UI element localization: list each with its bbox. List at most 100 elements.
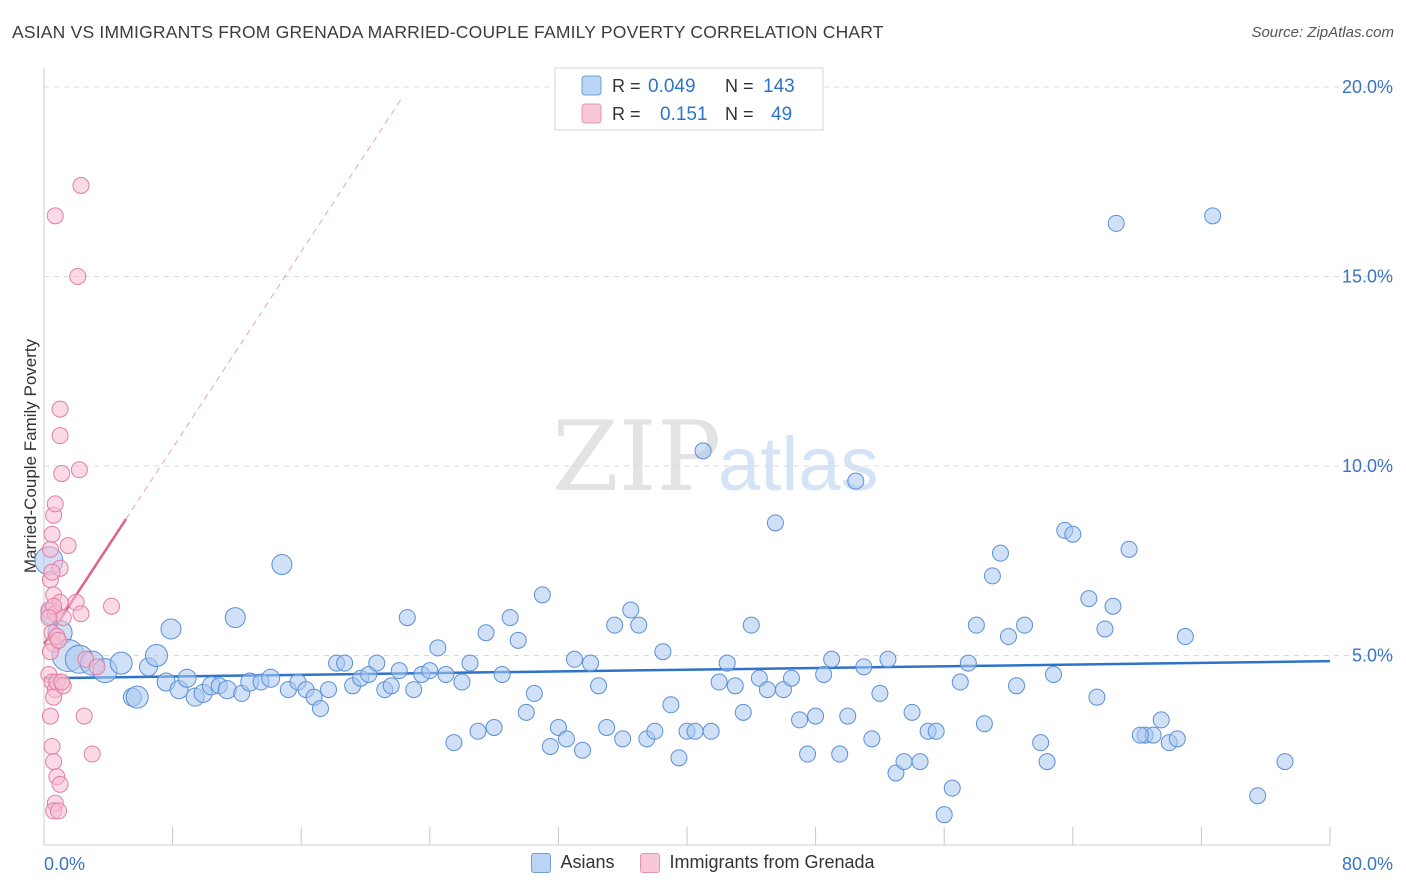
asian-point [1107, 214, 1125, 232]
chart-title: ASIAN VS IMMIGRANTS FROM GRENADA MARRIED… [12, 22, 884, 42]
asian-point [662, 696, 680, 714]
asian-point [1032, 734, 1050, 752]
asian-point [670, 749, 688, 767]
asian-point [320, 681, 338, 699]
asian-point [927, 722, 945, 740]
grenada-point [53, 673, 71, 691]
grenada-point [69, 267, 87, 285]
legend-item-grenada[interactable]: Immigrants from Grenada [640, 852, 875, 873]
asian-point [1204, 207, 1222, 225]
x-tick-label-max: 80.0% [1342, 854, 1393, 874]
legend-swatch-asians-bottom [531, 852, 552, 873]
y-axis-label: Married-Couple Family Poverty [21, 338, 40, 573]
x-tick-label-min: 0.0% [44, 854, 85, 874]
asian-point [758, 681, 776, 699]
asian-point [975, 715, 993, 733]
legend-r-label-grenada: R = [612, 104, 641, 124]
legend-n-value-asians: 143 [763, 76, 795, 97]
grenada-point [53, 465, 71, 483]
legend-label-asians: Asians [560, 852, 615, 872]
asian-point [582, 654, 600, 672]
watermark-zip: ZIP [552, 401, 721, 513]
legend-r-label-asians: R = [612, 76, 641, 96]
asian-point [742, 616, 760, 634]
asian-point [445, 734, 463, 752]
asian-point [863, 730, 881, 748]
x-tick-marks [172, 827, 1331, 845]
grenada-point [72, 176, 90, 194]
asian-point [847, 472, 865, 490]
correlation-legend: R = 0.049 N = 143 R = 0.151 N = 49 [554, 67, 824, 131]
legend-n-value-grenada: 49 [771, 104, 792, 125]
asian-point [485, 719, 503, 737]
grenada-point [70, 461, 88, 479]
grenada-point [43, 563, 61, 581]
asian-point [967, 616, 985, 634]
asian-point [368, 654, 386, 672]
asian-point [533, 586, 551, 604]
asian-point [160, 618, 182, 640]
asian-point [1038, 753, 1056, 771]
asian-point [815, 665, 833, 683]
asian-trend-line [43, 659, 1331, 680]
asian-point [1104, 597, 1122, 615]
asian-point [991, 544, 1009, 562]
asian-point [855, 658, 873, 676]
asian-point [686, 722, 704, 740]
asian-point [654, 643, 672, 661]
legend-r-value-asians: 0.049 [648, 76, 696, 97]
asian-point [839, 707, 857, 725]
legend-label-grenada: Immigrants from Grenada [669, 852, 875, 872]
legend-swatch-asians [581, 75, 602, 96]
asian-point [557, 730, 575, 748]
asian-point [311, 700, 329, 718]
grenada-trend-extension [125, 99, 402, 520]
legend-n-label-grenada: N = [725, 104, 754, 124]
asian-point [405, 681, 423, 699]
asian-point [390, 662, 408, 680]
asian-point [1276, 753, 1294, 771]
asian-point [710, 673, 728, 691]
grenada-point [51, 400, 69, 418]
grenada-point [51, 427, 69, 445]
asian-point [271, 554, 293, 576]
grenada-point [49, 802, 67, 820]
grenada-point [46, 495, 64, 513]
asian-point [823, 650, 841, 668]
asian-point [398, 609, 416, 627]
asian-point [791, 711, 809, 729]
data-points [34, 176, 1294, 824]
asian-point [1088, 688, 1106, 706]
asian-point [726, 677, 744, 695]
asian-point [1045, 665, 1063, 683]
asian-point [469, 722, 487, 740]
grenada-point [51, 775, 69, 793]
asian-point [1008, 677, 1026, 695]
asian-point [943, 779, 961, 797]
asian-point [261, 668, 281, 688]
grenada-point [40, 609, 58, 627]
asian-point [606, 616, 624, 634]
asian-point [622, 601, 640, 619]
grenada-point [41, 707, 59, 725]
legend-item-asians[interactable]: Asians [531, 852, 614, 873]
asian-point [903, 703, 921, 721]
asian-point [1168, 730, 1186, 748]
asian-point [1064, 525, 1082, 543]
asian-point [541, 737, 559, 755]
asian-point [493, 665, 511, 683]
legend-swatch-grenada [581, 103, 602, 124]
grenada-point [43, 737, 61, 755]
y-tick-label: 15.0% [1342, 266, 1393, 286]
asian-point [766, 514, 784, 532]
asian-point [453, 673, 471, 691]
asian-point [336, 654, 354, 672]
asian-point [799, 745, 817, 763]
asian-point [871, 684, 889, 702]
asian-point [1176, 628, 1194, 646]
grenada-point [59, 537, 77, 555]
asian-point [565, 650, 583, 668]
asian-point [437, 665, 455, 683]
grenada-point [43, 525, 61, 543]
asian-point [807, 707, 825, 725]
